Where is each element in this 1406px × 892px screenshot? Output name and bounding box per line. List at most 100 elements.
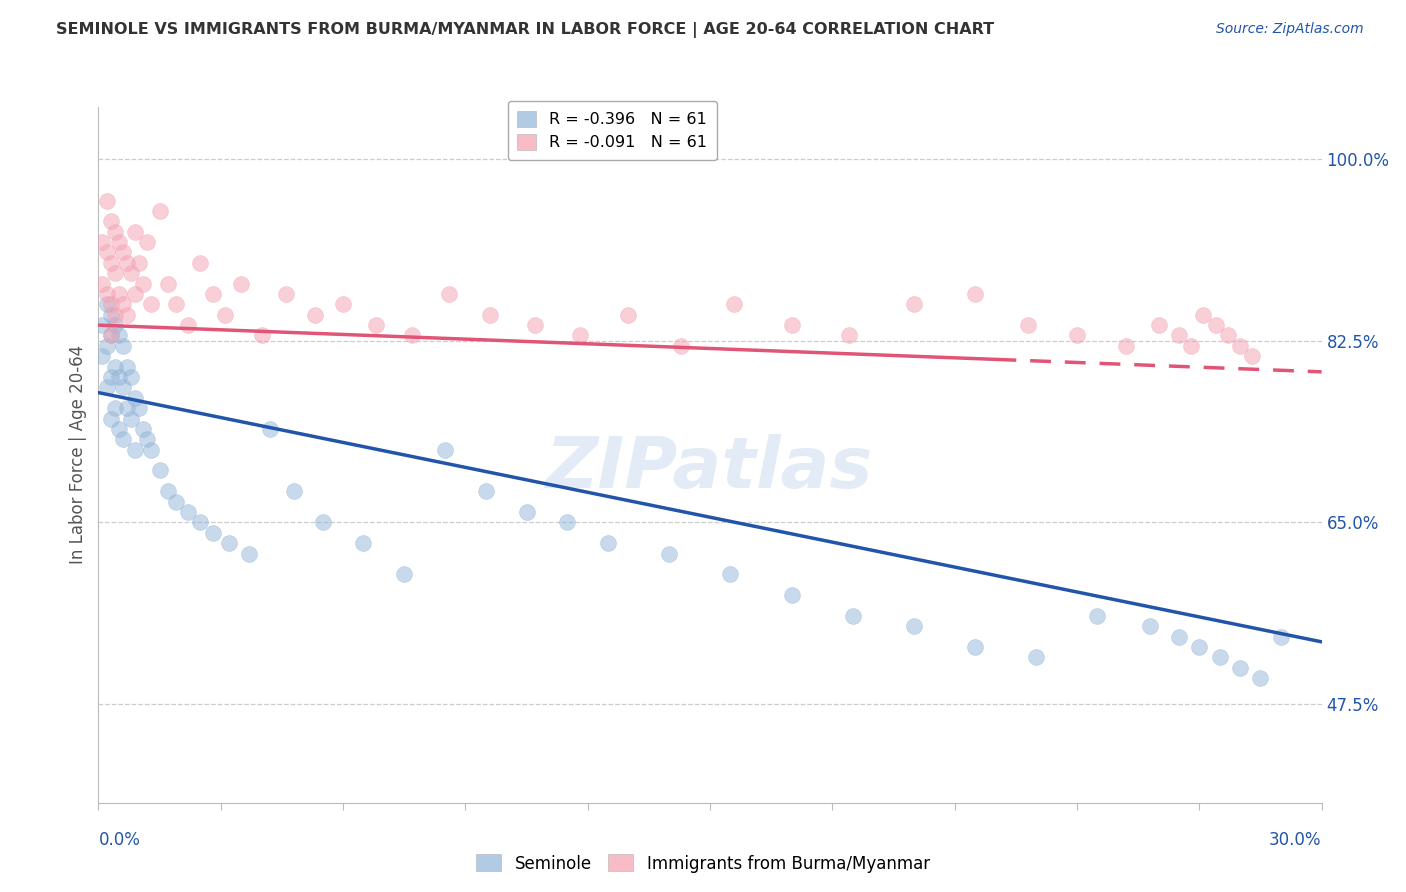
Point xyxy=(111,339,134,353)
Point xyxy=(557,516,579,530)
Point xyxy=(903,297,925,311)
Point xyxy=(780,588,803,602)
Point xyxy=(617,308,640,322)
Point xyxy=(1229,661,1251,675)
Point xyxy=(250,328,273,343)
Point xyxy=(132,277,155,291)
Point xyxy=(96,339,118,353)
Point xyxy=(598,536,620,550)
Text: 0.0%: 0.0% xyxy=(98,830,141,848)
Point xyxy=(132,422,155,436)
Point xyxy=(332,297,354,311)
Legend: R = -0.396   N = 61, R = -0.091   N = 61: R = -0.396 N = 61, R = -0.091 N = 61 xyxy=(508,101,717,160)
Point xyxy=(352,536,374,550)
Point xyxy=(1192,308,1215,322)
Y-axis label: In Labor Force | Age 20-64: In Labor Force | Age 20-64 xyxy=(69,345,87,565)
Point xyxy=(1167,630,1189,644)
Point xyxy=(165,494,187,508)
Point xyxy=(474,484,498,499)
Point xyxy=(1205,318,1227,332)
Point xyxy=(720,567,742,582)
Point xyxy=(1209,650,1232,665)
Point xyxy=(283,484,305,499)
Point xyxy=(96,287,118,301)
Point xyxy=(104,266,127,280)
Point xyxy=(274,287,297,301)
Point xyxy=(141,297,163,311)
Point xyxy=(111,433,134,447)
Text: 30.0%: 30.0% xyxy=(1270,830,1322,848)
Point xyxy=(523,318,546,332)
Point xyxy=(231,277,253,291)
Point xyxy=(1216,328,1239,343)
Point xyxy=(104,308,127,322)
Point xyxy=(115,359,138,374)
Point xyxy=(1167,328,1189,343)
Point xyxy=(1241,349,1264,363)
Point xyxy=(156,277,179,291)
Point xyxy=(1270,630,1292,644)
Point xyxy=(1147,318,1170,332)
Point xyxy=(392,567,416,582)
Point xyxy=(312,516,335,530)
Point xyxy=(100,328,122,343)
Point xyxy=(723,297,745,311)
Point xyxy=(1025,650,1047,665)
Point xyxy=(259,422,281,436)
Point xyxy=(124,287,146,301)
Point xyxy=(177,505,200,519)
Point xyxy=(91,318,114,332)
Point xyxy=(120,411,142,425)
Point xyxy=(108,235,131,249)
Point xyxy=(104,318,127,332)
Point xyxy=(965,640,987,654)
Point xyxy=(120,370,142,384)
Point xyxy=(671,339,693,353)
Point xyxy=(100,328,122,343)
Point xyxy=(100,214,122,228)
Point xyxy=(401,328,423,343)
Point xyxy=(201,287,224,301)
Point xyxy=(100,256,122,270)
Point xyxy=(104,225,127,239)
Point xyxy=(478,308,501,322)
Point xyxy=(124,391,146,405)
Legend: Seminole, Immigrants from Burma/Myanmar: Seminole, Immigrants from Burma/Myanmar xyxy=(470,847,936,880)
Text: SEMINOLE VS IMMIGRANTS FROM BURMA/MYANMAR IN LABOR FORCE | AGE 20-64 CORRELATION: SEMINOLE VS IMMIGRANTS FROM BURMA/MYANMA… xyxy=(56,22,994,38)
Point xyxy=(108,370,131,384)
Point xyxy=(364,318,387,332)
Point xyxy=(1139,619,1161,633)
Point xyxy=(1229,339,1251,353)
Point xyxy=(780,318,803,332)
Point xyxy=(96,194,118,208)
Point xyxy=(1180,339,1202,353)
Point xyxy=(658,547,681,561)
Point xyxy=(1017,318,1039,332)
Point xyxy=(1115,339,1137,353)
Point xyxy=(1188,640,1211,654)
Point xyxy=(165,297,187,311)
Point xyxy=(91,277,114,291)
Point xyxy=(111,297,134,311)
Point xyxy=(96,245,118,260)
Point xyxy=(903,619,925,633)
Point xyxy=(115,401,138,416)
Point xyxy=(1249,671,1271,685)
Point xyxy=(111,380,134,394)
Point xyxy=(149,463,172,477)
Point xyxy=(128,256,150,270)
Point xyxy=(136,235,159,249)
Text: Source: ZipAtlas.com: Source: ZipAtlas.com xyxy=(1216,22,1364,37)
Point xyxy=(128,401,150,416)
Point xyxy=(136,433,159,447)
Point xyxy=(91,349,114,363)
Point xyxy=(100,308,122,322)
Point xyxy=(177,318,200,332)
Point xyxy=(124,225,146,239)
Point xyxy=(838,328,860,343)
Text: ZIPatlas: ZIPatlas xyxy=(547,434,873,503)
Point xyxy=(214,308,236,322)
Point xyxy=(96,297,118,311)
Point xyxy=(516,505,538,519)
Point xyxy=(965,287,987,301)
